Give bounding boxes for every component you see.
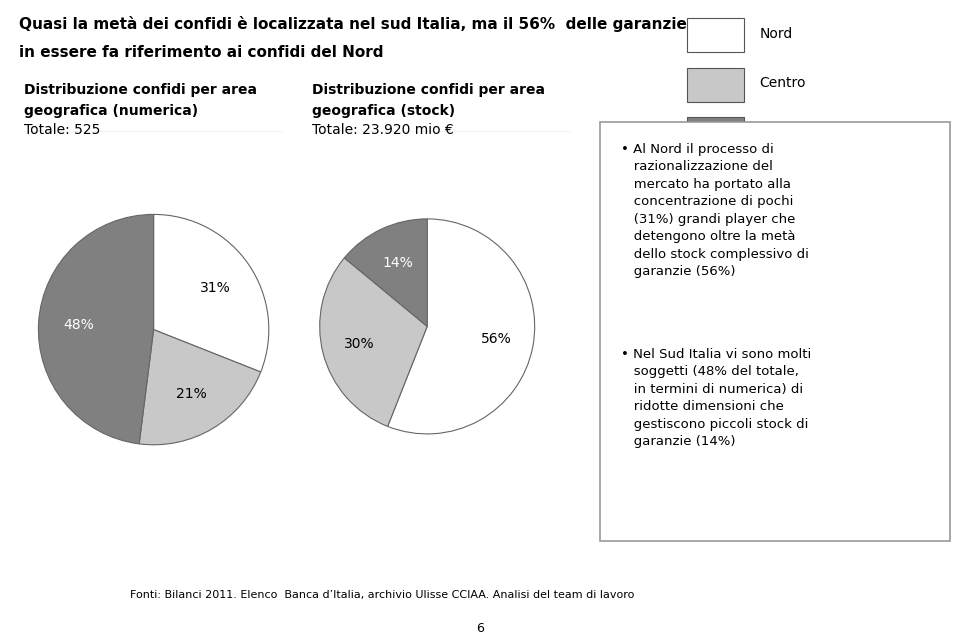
Text: Sud: Sud: [759, 125, 785, 140]
Wedge shape: [388, 219, 535, 434]
Wedge shape: [139, 330, 261, 445]
FancyBboxPatch shape: [600, 122, 950, 541]
Text: 6: 6: [476, 622, 484, 635]
FancyBboxPatch shape: [686, 68, 744, 102]
Text: Distribuzione confidi per area: Distribuzione confidi per area: [24, 83, 257, 97]
Text: in essere fa riferimento ai confidi del Nord: in essere fa riferimento ai confidi del …: [19, 45, 384, 60]
Text: Fonti: Bilanci 2011. Elenco  Banca d’Italia, archivio Ulisse CCIAA. Analisi del : Fonti: Bilanci 2011. Elenco Banca d’Ital…: [130, 590, 634, 600]
Text: 48%: 48%: [63, 318, 94, 332]
Text: Quasi la metà dei confidi è localizzata nel sud Italia, ma il 56%  delle garanzi: Quasi la metà dei confidi è localizzata …: [19, 16, 687, 32]
Text: 21%: 21%: [177, 387, 207, 401]
Text: 31%: 31%: [200, 280, 231, 294]
Text: geografica (stock): geografica (stock): [312, 104, 455, 118]
Wedge shape: [320, 258, 427, 426]
Text: 56%: 56%: [480, 333, 512, 346]
Text: geografica (numerica): geografica (numerica): [24, 104, 198, 118]
Text: Distribuzione confidi per area: Distribuzione confidi per area: [312, 83, 545, 97]
Wedge shape: [38, 214, 154, 444]
FancyBboxPatch shape: [686, 19, 744, 52]
Text: • Nel Sud Italia vi sono molti
   soggetti (48% del totale,
   in termini di num: • Nel Sud Italia vi sono molti soggetti …: [621, 348, 811, 449]
Text: Totale: 525: Totale: 525: [24, 123, 101, 137]
Text: Totale: 23.920 mio €: Totale: 23.920 mio €: [312, 123, 454, 137]
Text: 30%: 30%: [345, 337, 374, 351]
FancyBboxPatch shape: [686, 117, 744, 151]
Text: Nord: Nord: [759, 27, 793, 41]
Wedge shape: [154, 214, 269, 372]
Wedge shape: [345, 219, 427, 326]
Text: • Al Nord il processo di
   razionalizzazione del
   mercato ha portato alla
   : • Al Nord il processo di razionalizzazio…: [621, 143, 809, 278]
Text: Centro: Centro: [759, 76, 805, 90]
Text: 14%: 14%: [382, 256, 413, 270]
